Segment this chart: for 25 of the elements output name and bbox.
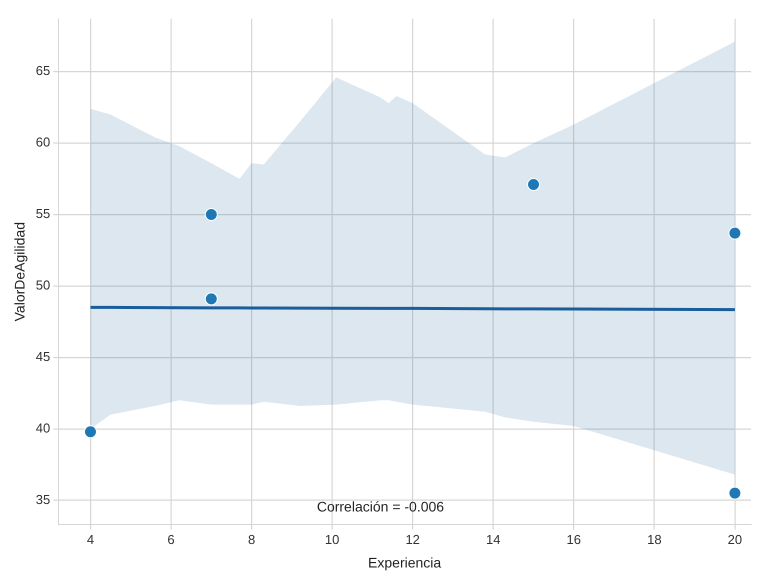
y-tick-label: 55 bbox=[36, 206, 50, 222]
x-tick-label: 20 bbox=[728, 532, 742, 547]
y-tick-label: 65 bbox=[36, 63, 50, 78]
y-axis-title: ValorDeAgilidad bbox=[11, 222, 28, 322]
point bbox=[204, 208, 218, 222]
point bbox=[84, 425, 97, 438]
x-tick-label: 18 bbox=[647, 532, 662, 547]
x-tick-label: 4 bbox=[86, 532, 94, 547]
x-tick-label: 12 bbox=[405, 532, 420, 547]
x-tick-label: 14 bbox=[486, 532, 500, 547]
y-tick-label: 35 bbox=[36, 492, 50, 507]
x-tick-label: 16 bbox=[566, 532, 582, 547]
y-tick-label: 40 bbox=[36, 420, 50, 436]
point bbox=[728, 226, 742, 240]
annotation: Correlación = -0.006 bbox=[316, 498, 444, 514]
y-tick-label: 50 bbox=[36, 278, 50, 293]
point bbox=[527, 178, 540, 192]
x-tick-label: 10 bbox=[324, 532, 340, 547]
point bbox=[204, 292, 218, 306]
x-tick-label: 6 bbox=[167, 532, 175, 547]
y-tick-label: 45 bbox=[36, 349, 50, 364]
x-tick-label: 8 bbox=[248, 532, 256, 547]
y-tick-label: 60 bbox=[36, 134, 50, 150]
point bbox=[728, 486, 742, 500]
x-axis-title: Experiencia bbox=[368, 554, 442, 570]
